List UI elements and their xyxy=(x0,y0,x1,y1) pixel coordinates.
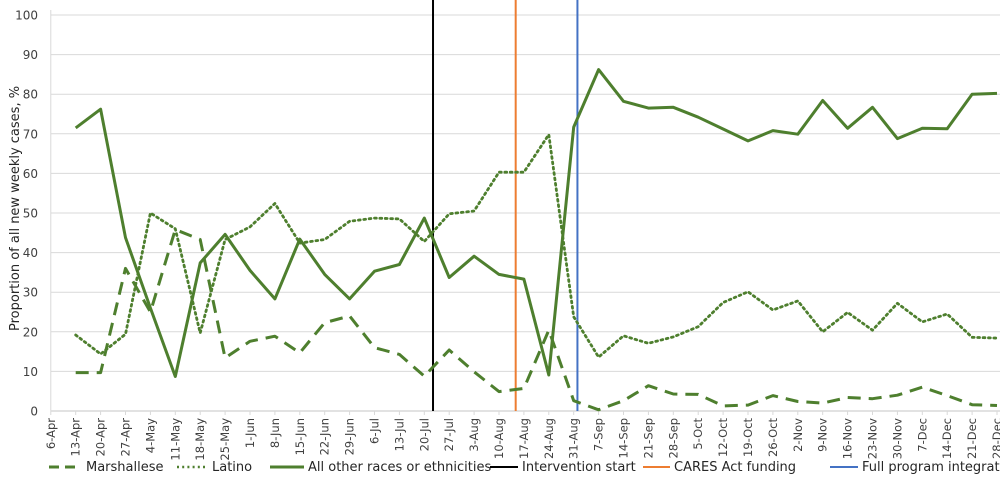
y-tick-label: 10 xyxy=(23,365,38,379)
x-tick-label: 4-May xyxy=(143,418,157,453)
legend-label: Full program integration xyxy=(862,459,1000,475)
x-tick-label: 21-Sep xyxy=(641,418,655,458)
x-tick-label: 19-Oct xyxy=(741,418,755,457)
x-tick-label: 29-Jun xyxy=(343,418,357,455)
blue-line-swatch-icon xyxy=(830,466,858,468)
legend-item-marshallese: Marshallese xyxy=(48,456,164,478)
x-tick-label: 15-Jun xyxy=(293,418,307,455)
x-tick-label: 27-Jul xyxy=(442,418,456,451)
x-tick-label: 6-Jul xyxy=(368,418,382,444)
x-tick-label: 20-Jul xyxy=(417,418,431,451)
y-tick-label: 0 xyxy=(30,405,38,419)
x-tick-label: 7-Sep xyxy=(592,418,606,451)
series-line-all xyxy=(74,68,998,378)
legend-label: Marshallese xyxy=(86,459,164,475)
x-tick-label: 25-May xyxy=(218,418,232,461)
x-tick-label: 14-Sep xyxy=(617,418,631,458)
data-series xyxy=(74,68,999,412)
legend-item-latino: Latino xyxy=(176,456,252,478)
y-tick-label: 90 xyxy=(23,48,38,62)
y-tick-label: 50 xyxy=(23,207,38,221)
x-tick-label: 22-Jun xyxy=(318,418,332,455)
x-tick-label: 14-Dec xyxy=(940,418,954,459)
y-tick-label: 60 xyxy=(23,167,38,181)
legend-item-other: All other races or ethnicities xyxy=(270,456,491,478)
y-axis-ticks: 0 10 20 30 40 50 60 70 80 90 100 xyxy=(15,9,38,419)
dashed-line-swatch-icon xyxy=(49,465,81,469)
x-tick-label: 26-Oct xyxy=(766,418,780,457)
y-tick-label: 100 xyxy=(15,9,38,23)
x-tick-label: 27-Apr xyxy=(119,418,133,457)
x-tick-label: 7-Dec xyxy=(915,418,929,452)
legend-item-cares: CARES Act funding xyxy=(643,456,796,478)
series-line-marshallese xyxy=(75,228,998,412)
x-tick-label: 6-Apr xyxy=(44,418,58,449)
y-tick-label: 70 xyxy=(23,127,38,141)
legend-label: CARES Act funding xyxy=(674,459,797,475)
legend-label: All other races or ethnicities xyxy=(308,459,492,475)
legend-item-full-integration: Full program integration xyxy=(830,456,1000,478)
y-tick-label: 30 xyxy=(23,286,38,300)
x-tick-label: 17-Aug xyxy=(517,418,531,459)
x-tick-label: 13-Apr xyxy=(69,418,83,457)
y-tick-label: 80 xyxy=(23,88,38,102)
gridlines xyxy=(50,10,1000,412)
legend-item-intervention: Intervention start xyxy=(490,456,636,478)
x-tick-label: 13-Jul xyxy=(392,418,406,451)
orange-line-swatch-icon xyxy=(643,466,670,468)
black-line-swatch-icon xyxy=(490,466,518,468)
x-tick-label: 20-Apr xyxy=(94,418,108,457)
x-tick-label: 1-Jun xyxy=(243,418,257,448)
x-tick-label: 23-Nov xyxy=(866,418,880,459)
x-tick-label: 28-Dec xyxy=(990,418,1000,459)
x-tick-label: 18-May xyxy=(193,418,207,461)
x-tick-label: 5-Oct xyxy=(691,418,705,450)
x-tick-label: 2-Nov xyxy=(791,418,805,452)
x-tick-label: 12-Oct xyxy=(716,418,730,457)
x-tick-label: 24-Aug xyxy=(542,418,556,459)
x-tick-label: 21-Dec xyxy=(965,418,979,459)
dotted-line-swatch-icon xyxy=(177,465,207,469)
x-tick-label: 28-Sep xyxy=(666,418,680,458)
solid-line-swatch-icon xyxy=(270,465,304,469)
x-tick-label: 31-Aug xyxy=(567,418,581,459)
legend-label: Intervention start xyxy=(522,459,636,475)
x-tick-label: 11-May xyxy=(168,418,182,461)
chart-legend: Marshallese Latino All other races or et… xyxy=(0,456,1000,478)
event-lines xyxy=(432,0,579,411)
x-tick-label: 3-Aug xyxy=(467,418,481,452)
y-tick-label: 40 xyxy=(23,246,38,260)
x-tick-label: 9-Nov xyxy=(816,418,830,452)
y-axis-label: Proportion of all new weekly cases, % xyxy=(8,85,23,331)
x-tick-label: 30-Nov xyxy=(890,418,904,459)
x-tick-label: 10-Aug xyxy=(492,418,506,459)
x-tick-label: 16-Nov xyxy=(841,418,855,459)
legend-label: Latino xyxy=(212,459,253,475)
y-tick-label: 20 xyxy=(23,325,38,339)
x-tick-label: 8-Jun xyxy=(268,418,282,448)
x-axis: 6-Apr 13-Apr 20-Apr 27-Apr 4-May 11-May 18-May… xyxy=(44,410,1000,461)
